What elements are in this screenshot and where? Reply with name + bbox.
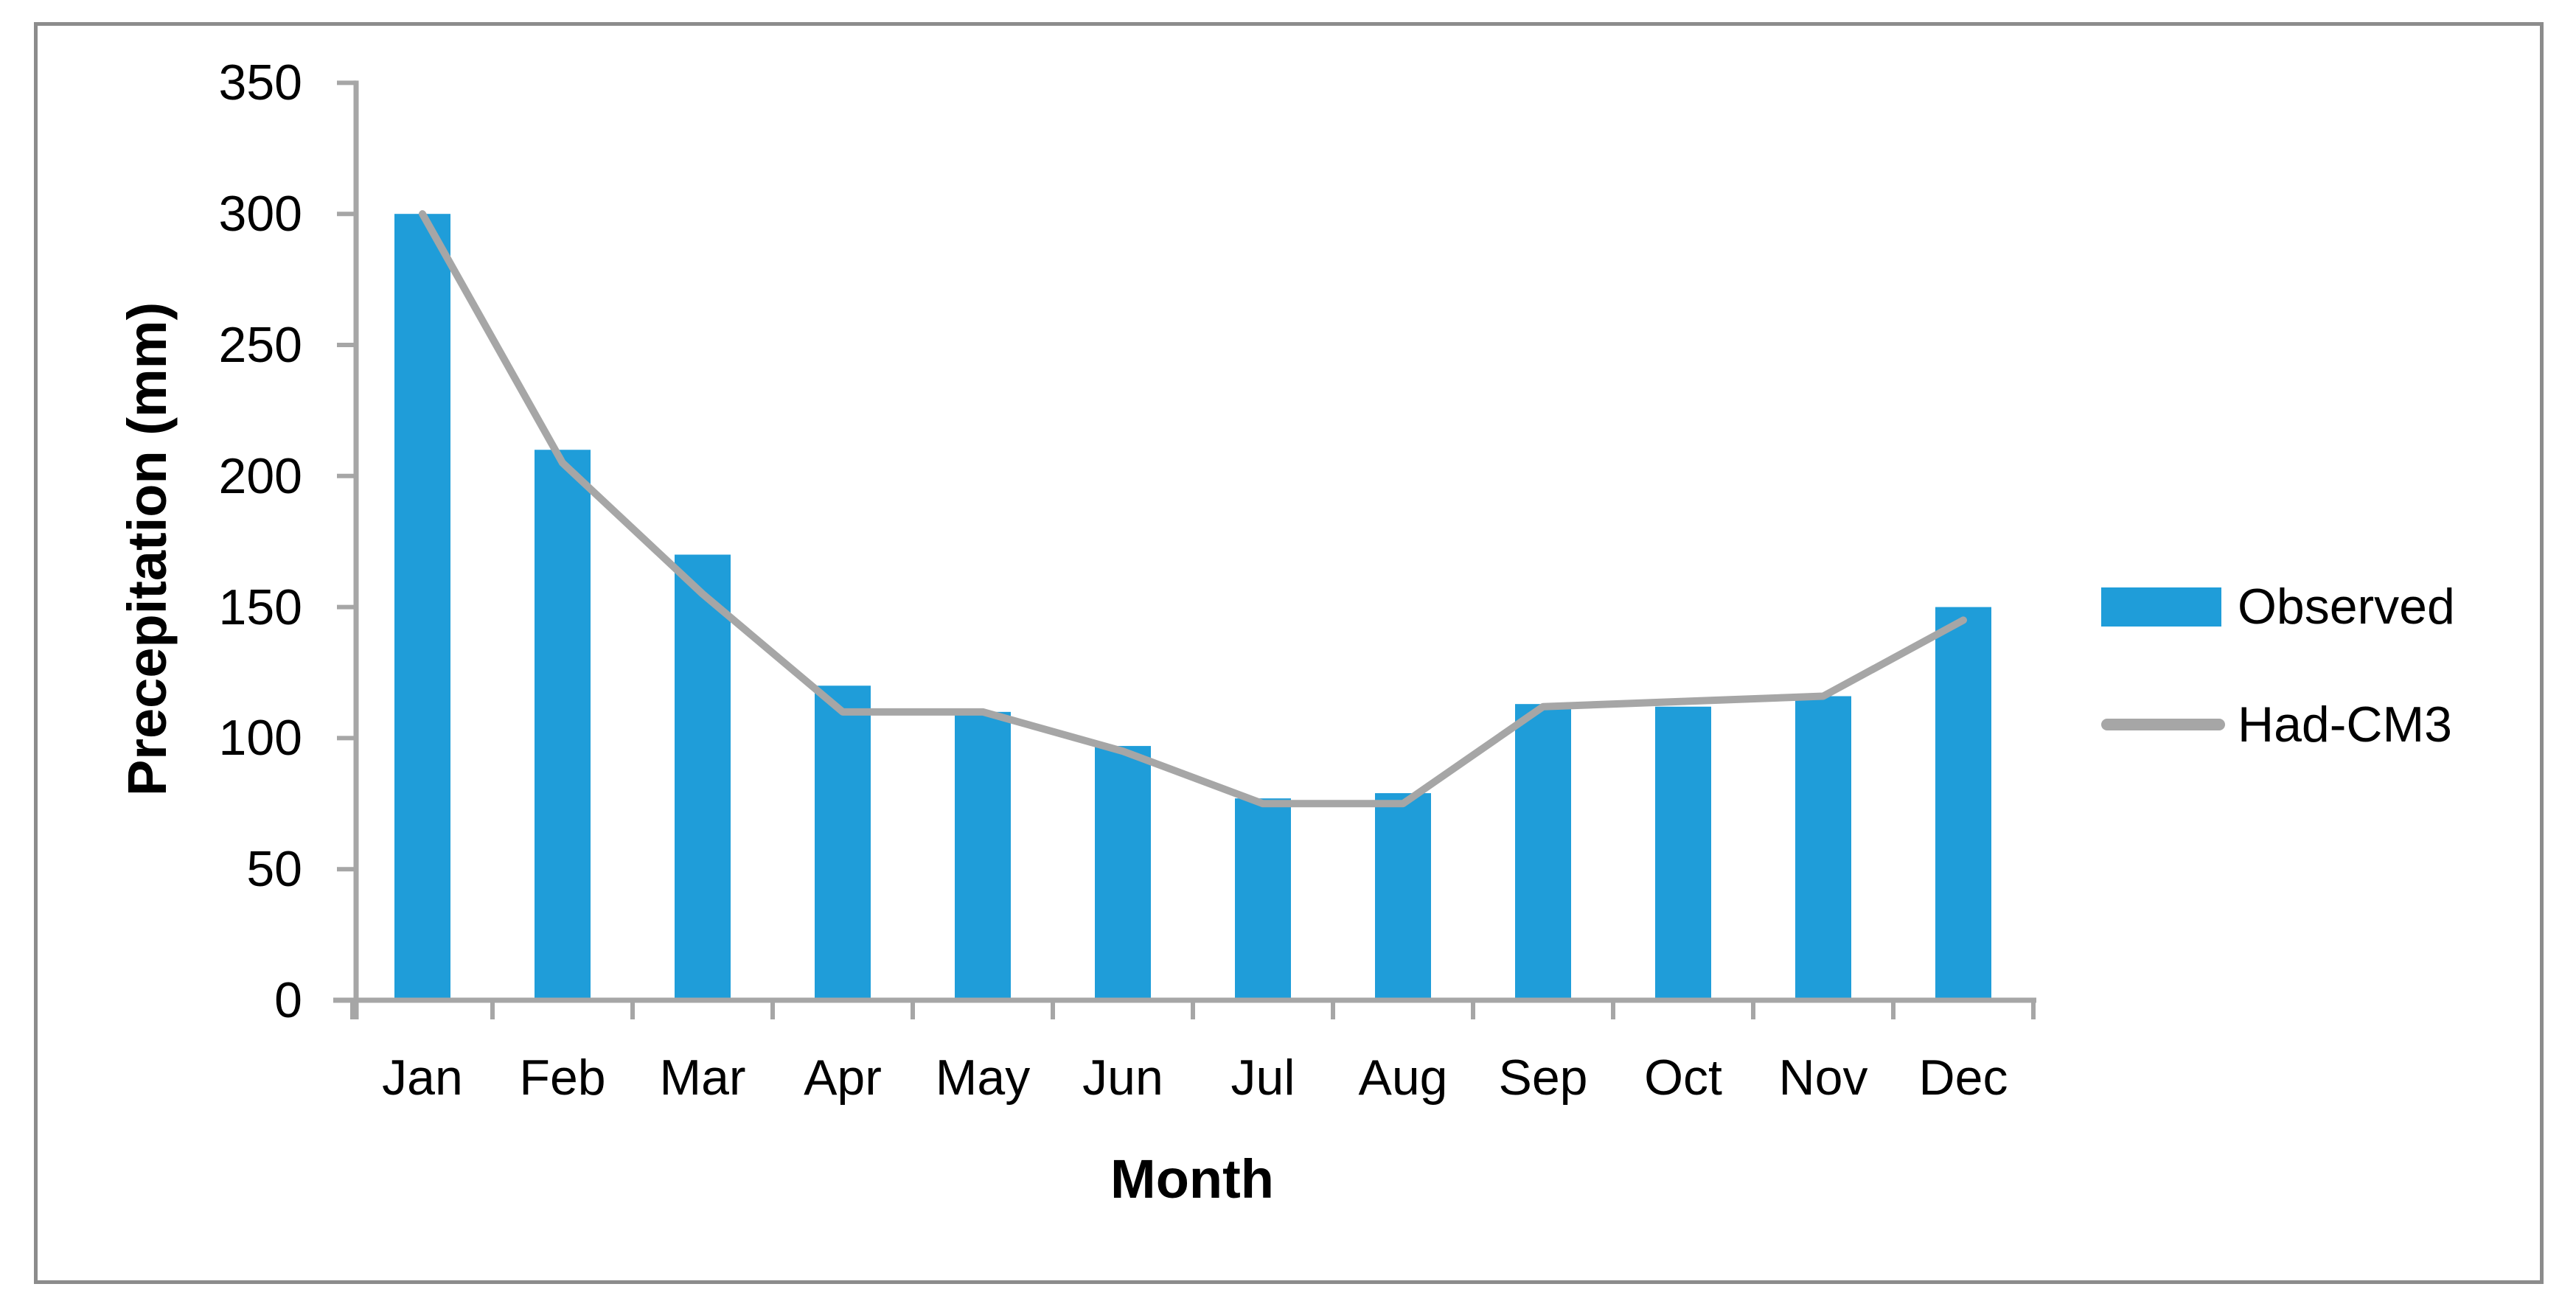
y-tick-label-200: 200 (218, 447, 302, 504)
axes-group (333, 80, 2036, 1019)
observed-bars-group (394, 214, 1991, 1001)
bar-sep (1515, 704, 1571, 1000)
observed-bar-swatch (2101, 587, 2221, 627)
hadcm3-line-swatch (2101, 719, 2225, 730)
legend-item-hadcm3: Had-CM3 (2101, 694, 2452, 756)
bar-aug (1375, 793, 1431, 1000)
x-tick-label-mar: Mar (659, 1050, 746, 1106)
bar-jul (1235, 798, 1291, 1000)
bar-feb (535, 450, 591, 1000)
bar-apr (815, 685, 871, 1000)
x-tick-label-dec: Dec (1918, 1050, 2008, 1106)
y-tick-label-250: 250 (218, 317, 302, 373)
x-tick-label-oct: Oct (1644, 1050, 1722, 1106)
x-tick-label-sep: Sep (1498, 1050, 1588, 1106)
legend-label-observed: Observed (2238, 579, 2455, 635)
x-tick-label-feb: Feb (519, 1050, 606, 1106)
x-tick-label-jan: Jan (382, 1050, 463, 1106)
bar-may (955, 711, 1011, 1000)
hadcm3-line-series (419, 210, 1967, 808)
y-tick-label-300: 300 (218, 186, 302, 242)
x-tick-label-aug: Aug (1358, 1050, 1448, 1106)
bar-jan (394, 214, 450, 1001)
x-tick-label-jun: Jun (1082, 1050, 1163, 1106)
y-axis-title: Precepitation (mm) (116, 301, 178, 797)
x-tick-label-nov: Nov (1778, 1050, 1868, 1106)
legend-label-hadcm3: Had-CM3 (2238, 697, 2452, 753)
y-tick-label-50: 50 (246, 841, 302, 898)
y-tick-label-0: 0 (274, 972, 302, 1028)
x-tick-label-may: May (935, 1050, 1031, 1106)
x-axis-title: Month (1110, 1148, 1274, 1210)
bar-mar (675, 554, 731, 1000)
x-tick-label-jul: Jul (1230, 1050, 1295, 1106)
legend: Observed Had-CM3 (2101, 560, 2514, 803)
y-tick-label-150: 150 (218, 579, 302, 635)
legend-item-observed: Observed (2101, 576, 2455, 638)
x-tick-label-apr: Apr (804, 1050, 882, 1106)
hadcm3-line (419, 210, 1967, 808)
bar-dec (1935, 607, 1991, 1000)
bar-oct (1655, 706, 1711, 1000)
y-tick-label-350: 350 (218, 55, 302, 111)
bar-nov (1795, 696, 1851, 1000)
y-tick-label-100: 100 (218, 710, 302, 767)
chart-border (34, 22, 2544, 1284)
bar-jun (1095, 746, 1151, 1000)
